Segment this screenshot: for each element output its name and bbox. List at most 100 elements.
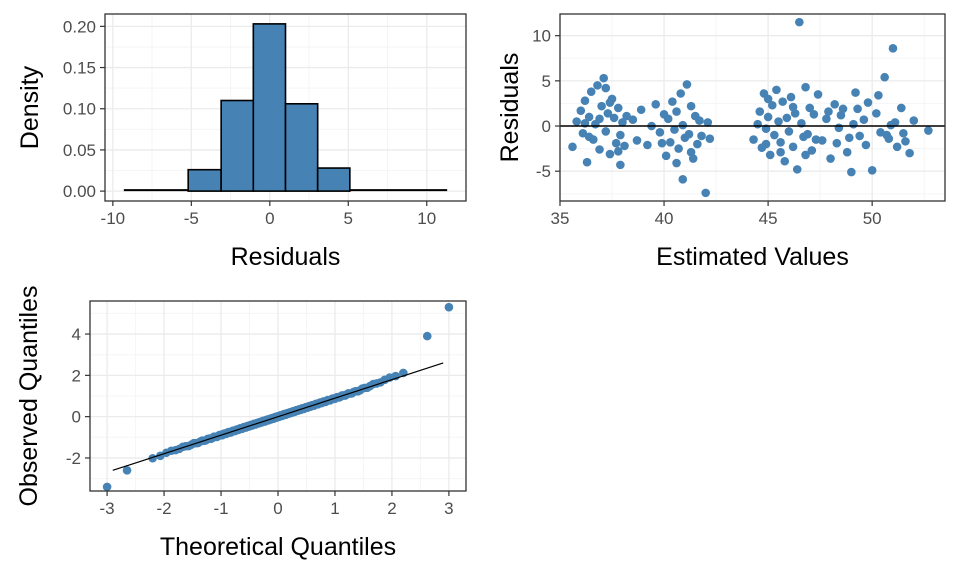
chart1-x-tick-label: 40: [655, 209, 674, 228]
chart2-x-tick-label: 0: [273, 499, 282, 518]
chart2-panel-border: [89, 300, 467, 492]
residual-point: [822, 114, 831, 124]
residual-point: [801, 150, 810, 160]
chart1-y-tick-label: -5: [536, 162, 551, 181]
residual-point: [924, 126, 933, 135]
residual-point: [880, 72, 889, 82]
qq-point: [444, 302, 454, 312]
residual-point: [834, 123, 844, 133]
residual-point: [601, 127, 611, 136]
chart0-y-tick-label: 0.10: [63, 100, 96, 119]
residual-point: [832, 138, 842, 148]
residual-point: [665, 137, 675, 147]
residual-point: [836, 110, 846, 120]
residual-point: [672, 158, 681, 168]
residual-point: [859, 115, 869, 124]
residual-point: [620, 141, 629, 151]
residual-point: [855, 131, 864, 141]
chart0-x-tick-label: 5: [344, 209, 353, 228]
residual-point: [901, 137, 910, 146]
chart2-y-tick-label: 2: [72, 366, 81, 385]
chart2-x-tick-label: 1: [330, 499, 339, 518]
residual-point: [657, 138, 667, 148]
residual-point: [693, 139, 702, 149]
residual-point: [595, 114, 604, 124]
residual-point: [826, 154, 835, 163]
residual-point: [670, 125, 679, 134]
chart1-x-axis-title: Estimated Values: [656, 243, 849, 271]
residual-point: [676, 89, 686, 98]
residual-point: [597, 101, 606, 111]
qq-point: [102, 482, 112, 492]
residual-point: [616, 160, 625, 170]
chart1-y-tick-label: 5: [542, 72, 551, 91]
chart0-y-tick-label: 0.05: [63, 141, 96, 160]
residual-point: [770, 130, 779, 140]
residual-point: [613, 147, 623, 156]
residual-point: [611, 138, 621, 148]
histogram-bar: [252, 23, 287, 192]
residual-point: [863, 98, 873, 107]
residual-point: [842, 147, 852, 157]
residual-point: [599, 73, 609, 83]
residual-point: [586, 87, 596, 96]
residual-point: [705, 134, 715, 143]
residual-point: [632, 136, 642, 145]
qq-reference-line: [112, 362, 444, 471]
histogram-bar: [187, 168, 222, 192]
residual-point: [788, 102, 798, 112]
residual-point: [703, 118, 713, 127]
residual-point: [755, 107, 765, 116]
residual-point: [678, 175, 688, 184]
chart2-y-tick-label: -2: [66, 449, 81, 468]
residual-point: [784, 127, 794, 136]
chart2-x-tick-label: 3: [444, 499, 453, 518]
chart0-panel-border: [104, 13, 467, 202]
residual-point: [813, 90, 823, 99]
histogram-bar: [316, 167, 351, 192]
chart2-x-tick-label: -2: [156, 499, 171, 518]
residual-point: [578, 128, 588, 138]
residual-point: [753, 119, 763, 129]
residual-point: [909, 116, 919, 125]
residual-point: [628, 115, 638, 124]
chart1-x-tick-label: 45: [759, 209, 778, 228]
chart2-y-tick-label: 0: [72, 408, 81, 427]
residual-point: [609, 113, 619, 123]
residual-point: [595, 145, 604, 154]
residual-point: [584, 132, 594, 142]
residual-point: [853, 104, 862, 114]
residual-point: [786, 92, 796, 102]
residual-point: [763, 112, 773, 122]
residual-point: [651, 100, 661, 109]
residual-point: [572, 117, 581, 126]
residual-point: [672, 107, 681, 116]
residual-point: [782, 113, 792, 123]
residual-point: [678, 120, 688, 130]
residual-point: [872, 109, 881, 118]
residual-point: [622, 111, 631, 121]
residual-point: [776, 137, 785, 147]
chart1-y-axis-title: Residuals: [496, 53, 524, 163]
residual-point: [892, 142, 902, 152]
residual-point: [899, 128, 908, 138]
residual-point: [576, 106, 586, 115]
chart0-x-tick-label: 10: [417, 209, 436, 228]
chart0-x-tick-label: -10: [101, 209, 126, 228]
residual-point: [811, 135, 821, 144]
chart0-x-tick-label: -5: [184, 209, 199, 228]
residual-point: [905, 148, 914, 158]
residual-point: [851, 88, 860, 97]
chart2-y-axis-title: Observed Quantiles: [15, 286, 43, 507]
residual-point: [582, 157, 592, 167]
residual-point: [684, 129, 694, 139]
residual-point: [767, 100, 777, 110]
chart0-y-tick-label: 0.15: [63, 59, 96, 78]
residual-point: [844, 133, 854, 143]
residual-point: [580, 96, 590, 106]
chart0-x-axis-title: Residuals: [231, 243, 341, 271]
residual-point: [807, 146, 817, 155]
residual-point: [801, 82, 810, 92]
residual-point: [795, 17, 804, 27]
residual-point: [584, 112, 594, 122]
